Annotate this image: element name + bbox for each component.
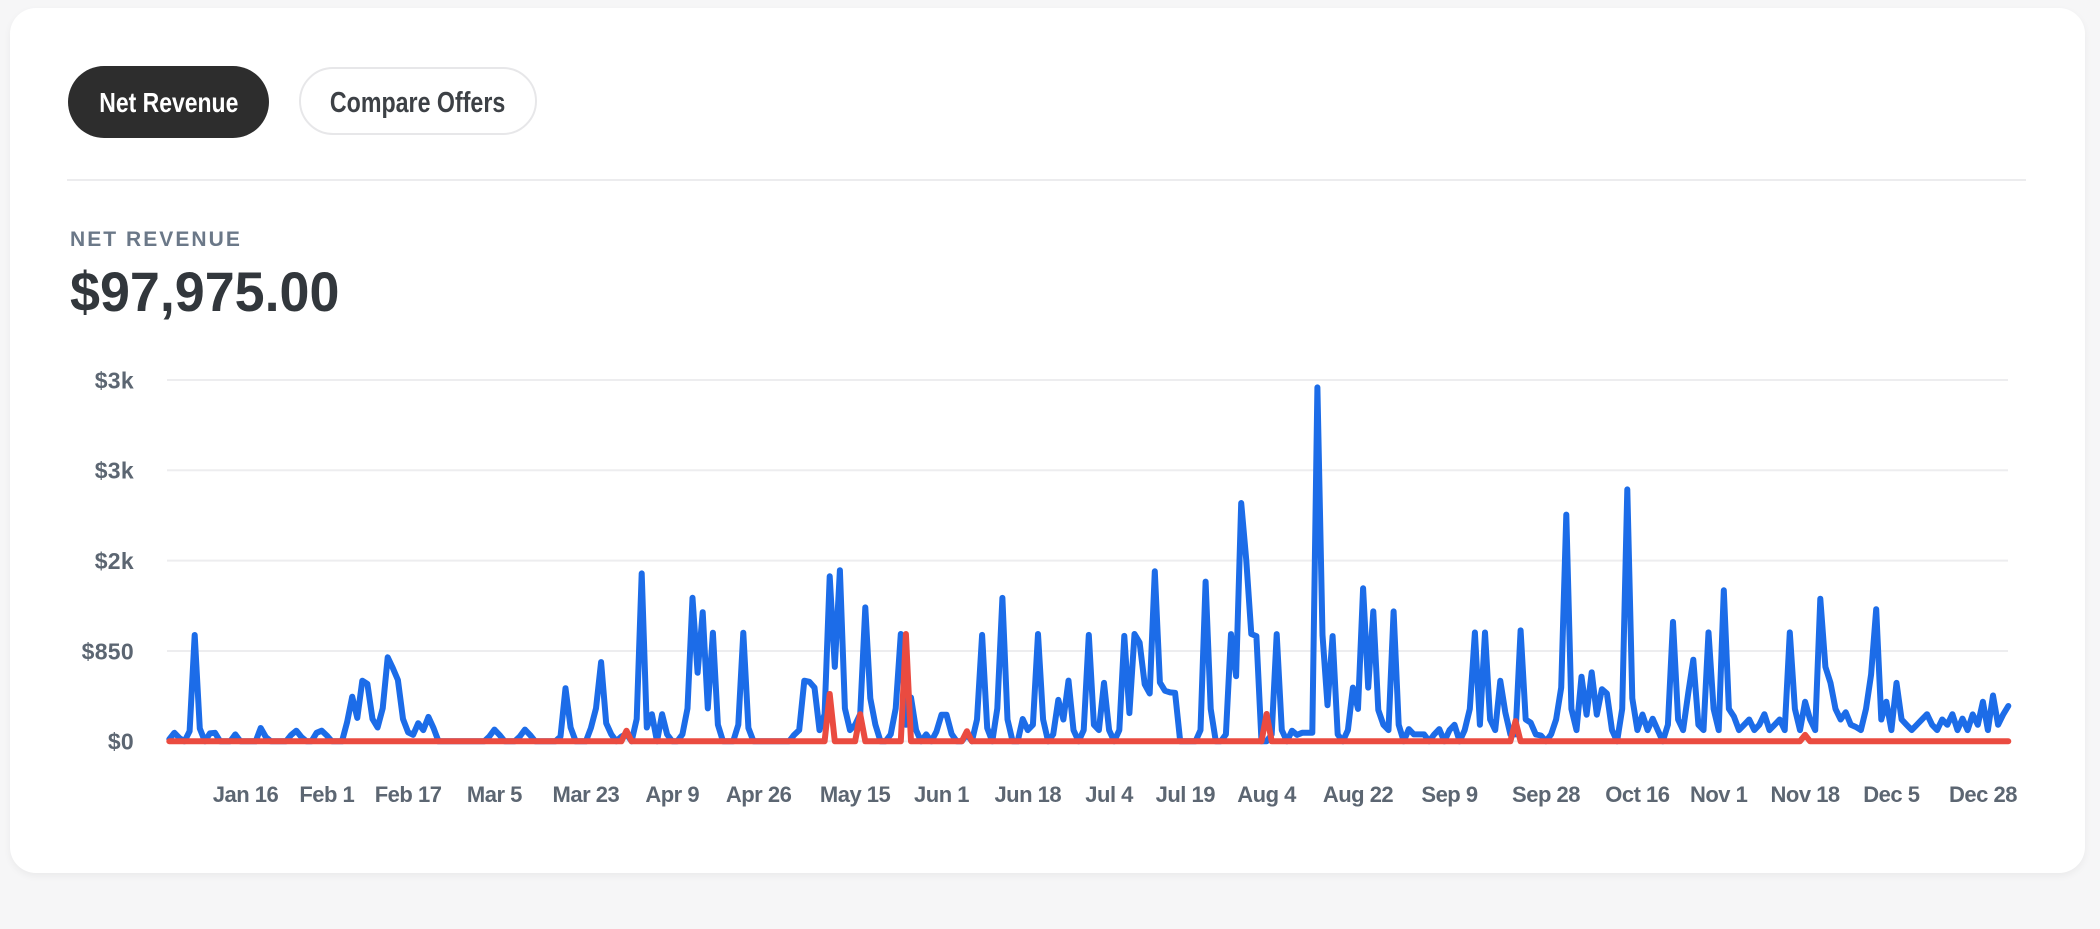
svg-text:Jun 1: Jun 1: [914, 782, 969, 807]
svg-text:Jun 18: Jun 18: [994, 782, 1061, 807]
svg-text:Jan 16: Jan 16: [213, 782, 279, 807]
svg-text:Aug 22: Aug 22: [1323, 782, 1394, 807]
svg-text:$850: $850: [82, 638, 134, 664]
svg-text:Apr 26: Apr 26: [726, 782, 792, 807]
svg-text:Nov 18: Nov 18: [1771, 782, 1840, 807]
svg-text:Mar 23: Mar 23: [553, 782, 620, 807]
svg-text:Apr 9: Apr 9: [645, 782, 699, 807]
svg-text:Dec 5: Dec 5: [1863, 782, 1919, 807]
svg-text:Jul 4: Jul 4: [1085, 782, 1134, 807]
svg-text:Mar 5: Mar 5: [467, 782, 522, 807]
svg-text:Feb 17: Feb 17: [375, 782, 442, 807]
svg-text:$3k: $3k: [95, 458, 134, 484]
svg-text:Aug 4: Aug 4: [1237, 782, 1297, 807]
svg-text:$3k: $3k: [95, 367, 134, 393]
svg-text:Jul 19: Jul 19: [1156, 782, 1216, 807]
svg-text:Dec 28: Dec 28: [1949, 782, 2017, 807]
svg-text:Feb 1: Feb 1: [299, 782, 354, 807]
svg-text:$0: $0: [108, 729, 134, 755]
svg-text:Oct 16: Oct 16: [1605, 782, 1670, 807]
svg-text:Sep 28: Sep 28: [1512, 782, 1580, 807]
svg-text:Sep 9: Sep 9: [1421, 782, 1477, 807]
svg-text:Nov 1: Nov 1: [1690, 782, 1748, 807]
svg-text:May 15: May 15: [820, 782, 891, 807]
svg-text:$2k: $2k: [95, 548, 134, 574]
